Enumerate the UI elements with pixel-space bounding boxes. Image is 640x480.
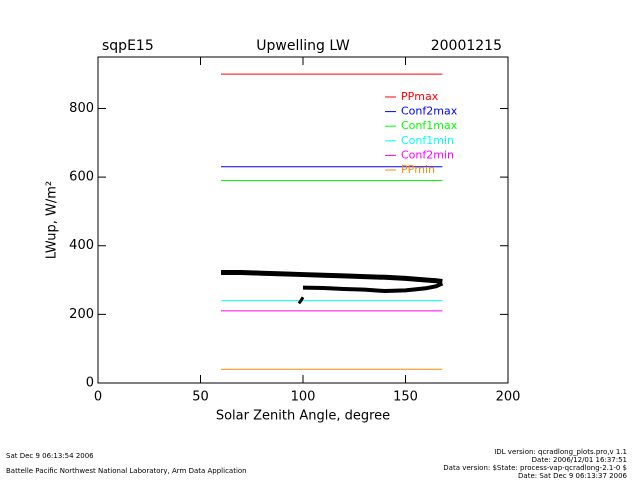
footer-text: Data version: $State: process-vap-qcradl… — [443, 464, 627, 472]
chart-title: Upwelling LW — [256, 38, 350, 54]
site-label: sqpE15 — [102, 38, 154, 54]
legend-label: Conf2max — [401, 105, 458, 118]
legend-label: Conf1min — [401, 134, 454, 147]
footer-text: IDL version: qcradlong_plots.pro,v 1.1 — [494, 448, 627, 456]
footer-text: Battelle Pacific Northwest National Labo… — [6, 467, 247, 475]
y-tick-label: 600 — [69, 170, 94, 185]
x-tick-label: 200 — [496, 390, 521, 405]
y-tick-label: 200 — [69, 307, 94, 322]
y-axis-label: LWup, W/m² — [45, 181, 60, 259]
series-line — [297, 296, 305, 305]
footer-text: Date: 2006/12/01 16:37:51 — [532, 456, 627, 464]
y-tick-label: 0 — [86, 376, 94, 391]
date-label: 20001215 — [431, 38, 502, 54]
x-axis-label: Solar Zenith Angle, degree — [216, 409, 390, 424]
x-tick-label: 150 — [393, 390, 418, 405]
legend-label: Conf1max — [401, 119, 458, 132]
x-tick-label: 0 — [94, 390, 102, 405]
legend-label: PPmin — [401, 163, 435, 176]
series-line — [302, 281, 444, 294]
x-tick-label: 50 — [192, 390, 209, 405]
footer-text: Date: Sat Dec 9 06:13:37 2006 — [518, 472, 627, 480]
legend-label: PPmax — [401, 90, 439, 103]
series-line — [221, 270, 443, 284]
legend-label: Conf2min — [401, 148, 454, 161]
x-tick-label: 100 — [291, 390, 316, 405]
y-tick-label: 800 — [69, 101, 94, 116]
footer-text: Sat Dec 9 06:13:54 2006 — [6, 452, 94, 460]
y-tick-label: 400 — [69, 238, 94, 253]
